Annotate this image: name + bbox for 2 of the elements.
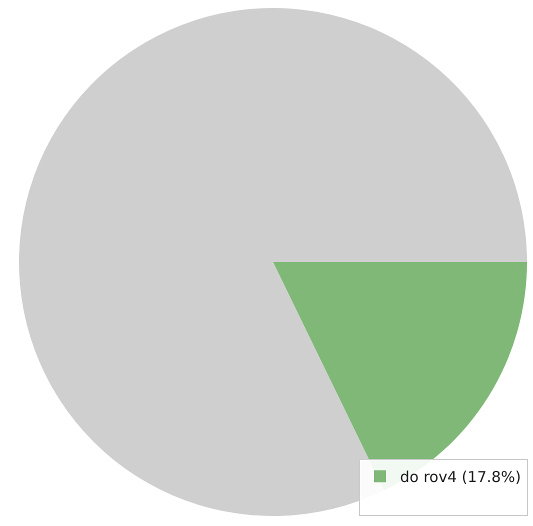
- pie-slice: [19, 8, 527, 516]
- legend-label: do rov4 (17.8%): [400, 468, 522, 486]
